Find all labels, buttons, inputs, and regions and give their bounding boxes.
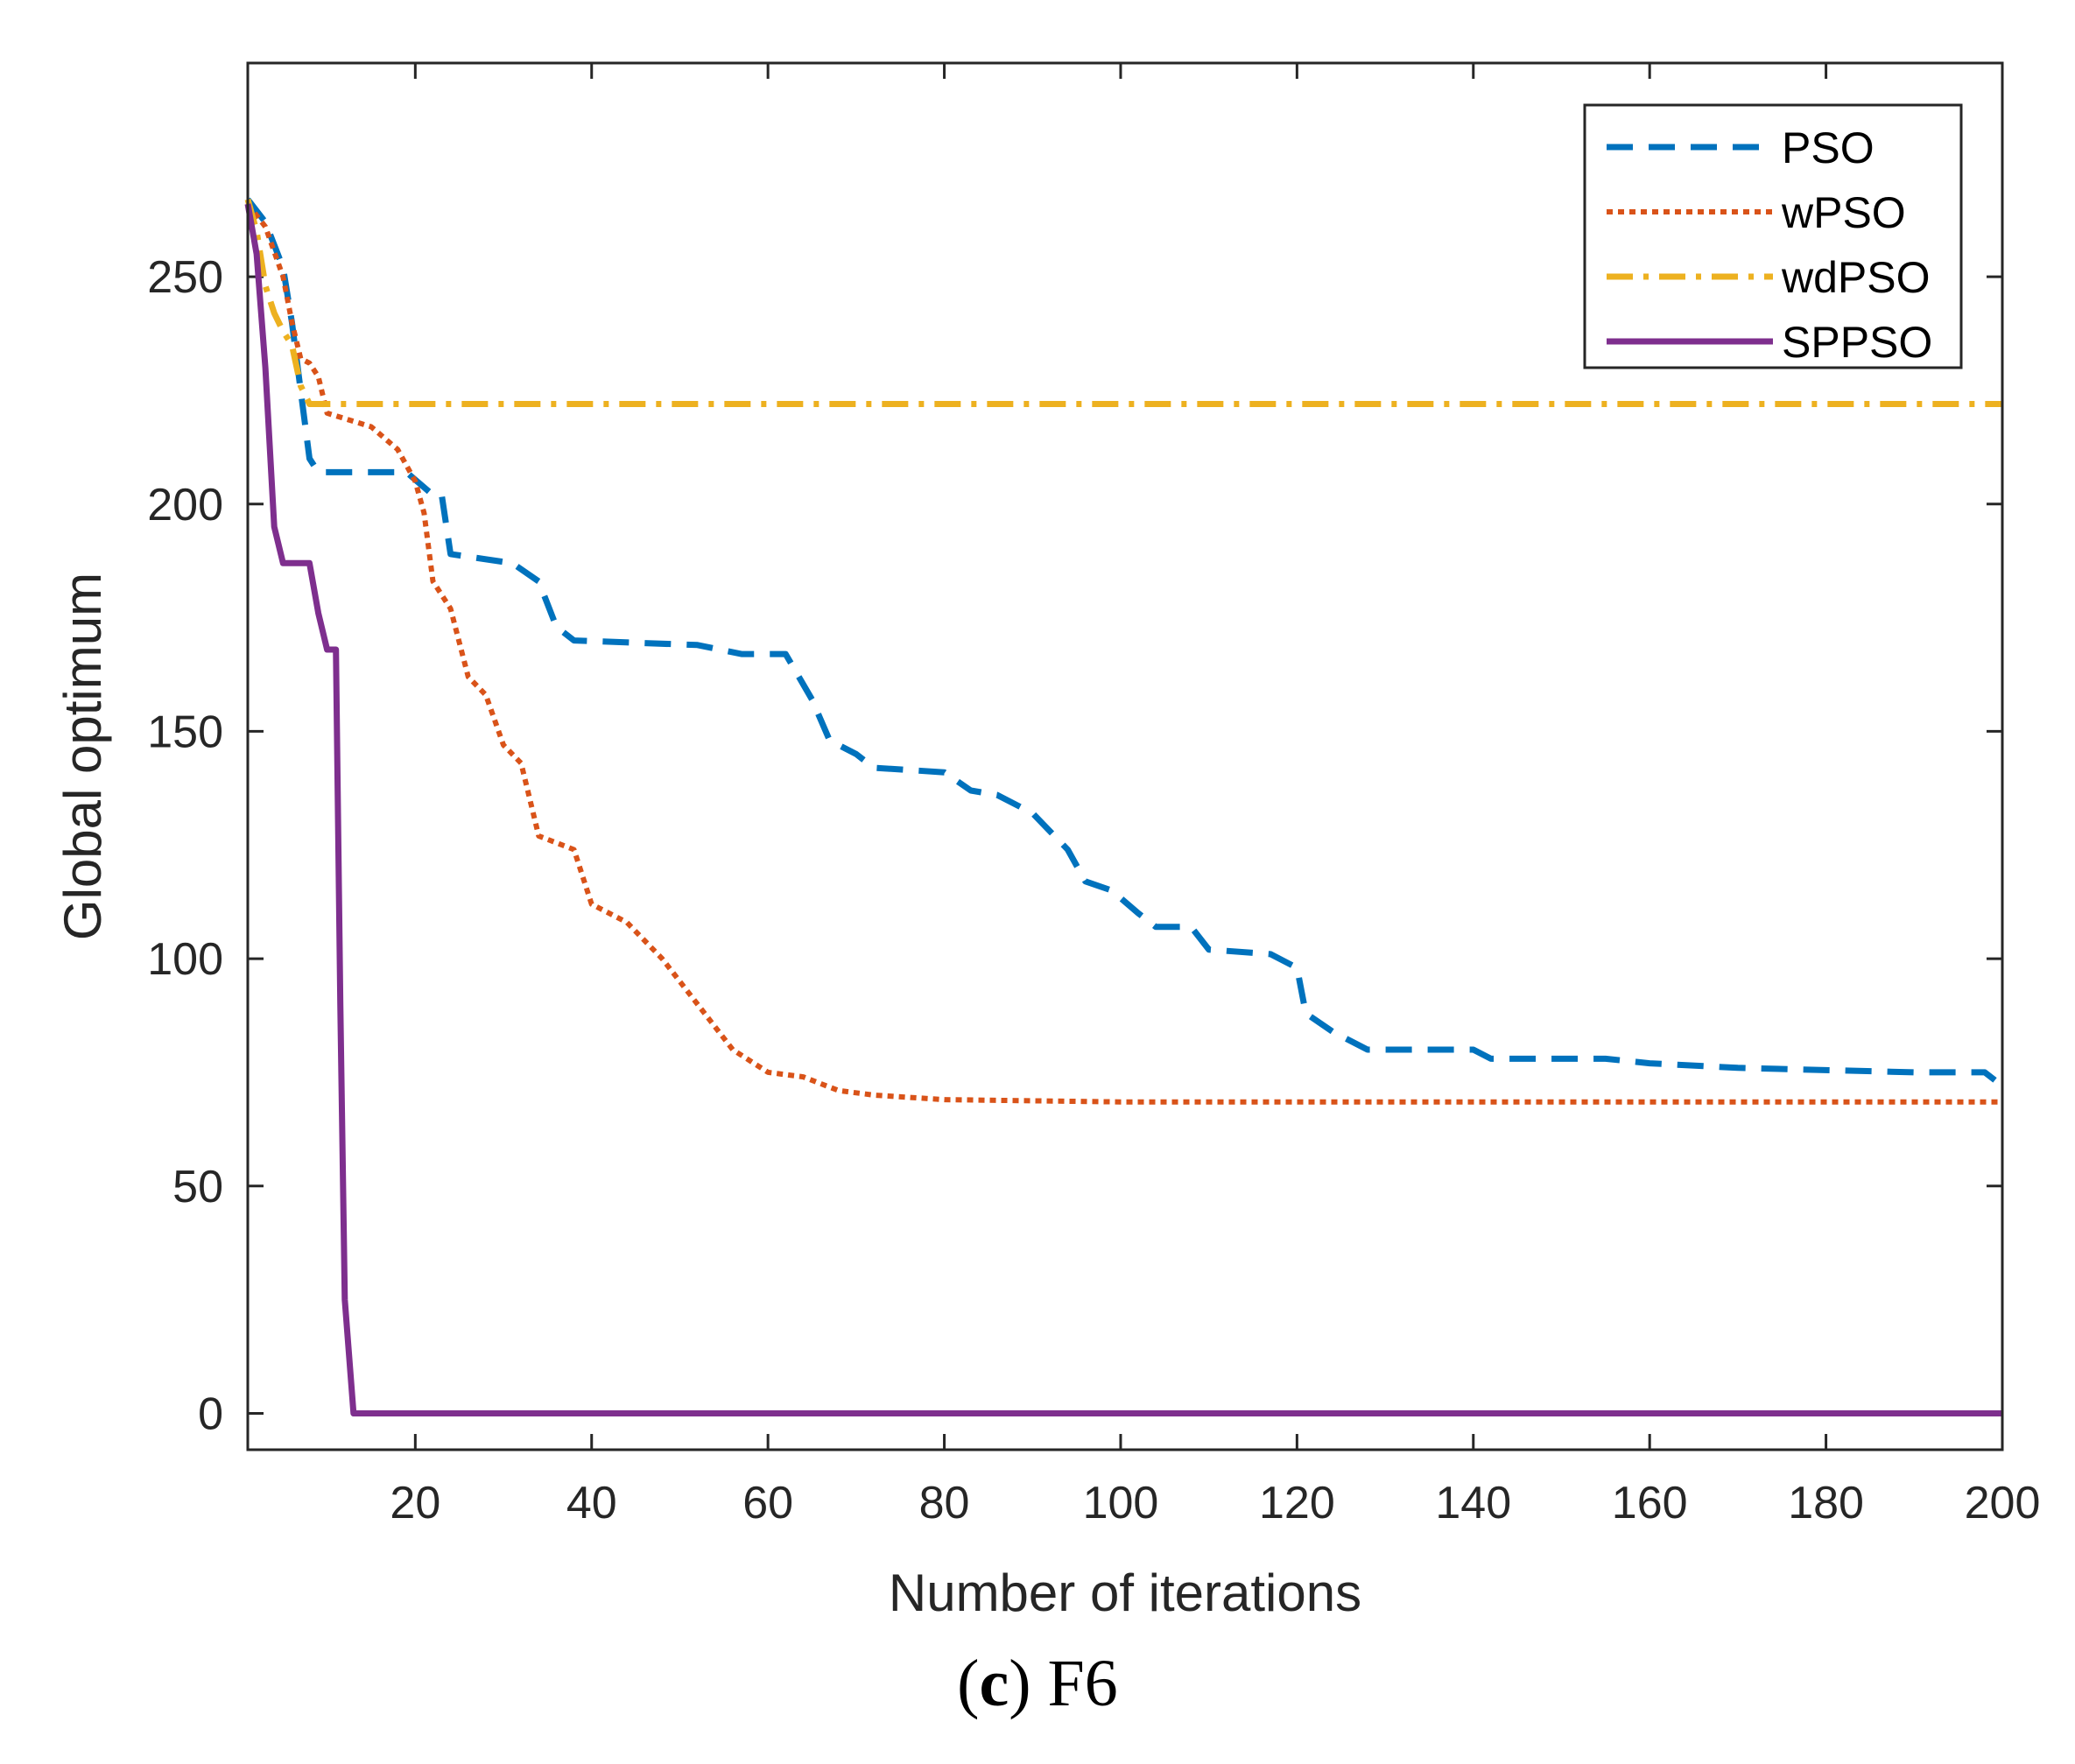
legend-label-wdpso: wdPSO xyxy=(1781,253,1931,302)
legend: PSO wPSO wdPSO SPPSO xyxy=(1583,103,1963,369)
x-tick-label: 180 xyxy=(1788,1478,1864,1529)
x-tick-label: 80 xyxy=(919,1478,970,1529)
legend-items: PSO wPSO wdPSO SPPSO xyxy=(1607,123,1932,367)
x-tick-label: 140 xyxy=(1435,1478,1511,1529)
x-tick-label: 40 xyxy=(566,1478,617,1529)
plot-frame xyxy=(246,61,2004,1451)
y-tick-label: 200 xyxy=(147,480,223,531)
caption-text: F6 xyxy=(1030,1647,1118,1720)
y-tick-label: 150 xyxy=(147,706,223,757)
y-tick-label: 250 xyxy=(147,252,223,303)
tick-labels: 20 40 60 80 100 120 140 160 180 200 0 50 100 150 200 25… xyxy=(147,252,2040,1529)
legend-box xyxy=(1583,103,1963,369)
x-tick-label: 200 xyxy=(1965,1478,2041,1529)
legend-label-sppso: SPPSO xyxy=(1782,318,1932,367)
y-axis-title: Global optimum xyxy=(53,573,112,940)
series-line-sppso xyxy=(244,203,2002,1416)
y-tick-label: 100 xyxy=(147,934,223,985)
x-tick-label: 100 xyxy=(1083,1478,1159,1529)
figure-caption: (c) F6 xyxy=(957,1647,1118,1720)
caption-label: c xyxy=(979,1647,1009,1720)
x-axis-title: Number of iterations xyxy=(889,1564,1361,1622)
x-tick-label: 20 xyxy=(390,1478,440,1529)
y-tick-label: 0 xyxy=(198,1388,223,1439)
x-tick-label: 120 xyxy=(1259,1478,1335,1529)
legend-label-wpso: wPSO xyxy=(1781,188,1906,237)
x-tick-label: 60 xyxy=(742,1478,793,1529)
x-tick-label: 160 xyxy=(1612,1478,1688,1529)
legend-label-pso: PSO xyxy=(1782,123,1875,172)
series-lines xyxy=(244,197,2005,1416)
series-line-wpso xyxy=(245,202,2002,1105)
series-line-pso xyxy=(245,197,2005,1089)
chart: 20 40 60 80 100 120 140 160 180 200 0 50 100 150 200 25… xyxy=(53,61,2040,1622)
y-tick-label: 50 xyxy=(172,1162,223,1212)
